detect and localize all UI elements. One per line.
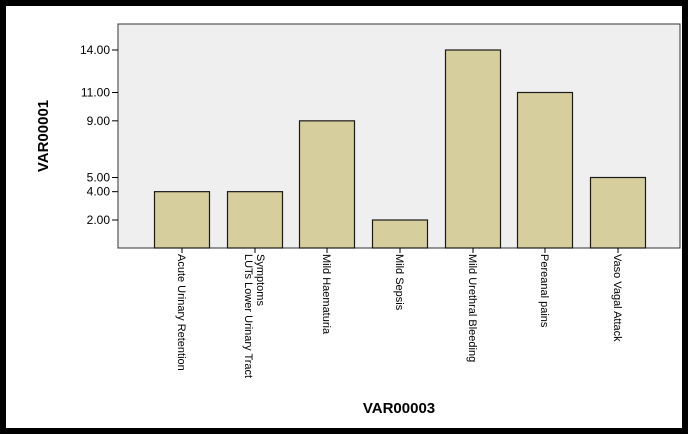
- y-tick-label: 4.00: [87, 185, 111, 199]
- bar-1: [226, 191, 284, 249]
- bar-5: [516, 91, 574, 249]
- y-axis: 2.00 4.005.00 9.00 11.00 14.00: [80, 43, 118, 227]
- bar-2: [298, 120, 356, 249]
- x-tick-label: Vaso Vagal Attack: [611, 254, 623, 342]
- x-tick-label: Mild Sepsis: [393, 254, 405, 311]
- bars-group: [153, 49, 647, 249]
- bar-6: [589, 176, 647, 249]
- bar-3: [371, 219, 429, 249]
- bar-0: [153, 191, 211, 249]
- x-tick-label: Mild Haematuria: [320, 254, 332, 335]
- x-tick-label: LUTs Lower Urinary Tract Symptoms: [242, 254, 266, 378]
- svg-text:Symptoms: Symptoms: [254, 254, 266, 306]
- y-tick-label: 11.00: [81, 85, 110, 99]
- svg-text:Mild Sepsis: Mild Sepsis: [393, 254, 405, 311]
- svg-text:Vaso Vagal Attack: Vaso Vagal Attack: [611, 254, 623, 342]
- y-tick-label: 9.00: [87, 114, 111, 128]
- y-tick-label: 14.00: [80, 43, 110, 57]
- x-tick-label: Acute Urinary Retention: [175, 254, 187, 371]
- x-axis-title: VAR00003: [363, 400, 435, 417]
- x-tick-label: Pereanal pains: [538, 254, 550, 328]
- bar-4: [444, 49, 502, 249]
- svg-text:Acute Urinary Retention: Acute Urinary Retention: [175, 254, 187, 371]
- y-tick-label: 2.00: [87, 213, 111, 227]
- y-axis-title: VAR00001: [35, 100, 52, 172]
- svg-text:Mild Haematuria: Mild Haematuria: [320, 254, 332, 335]
- svg-text:Mild Urethral Bleeding: Mild Urethral Bleeding: [466, 254, 478, 362]
- y-tick-label: 5.00: [87, 170, 111, 184]
- plot-area: [117, 23, 681, 249]
- x-axis: Acute Urinary Retention LUTs Lower Urinar…: [175, 248, 623, 378]
- svg-text:LUTs Lower Urinary Tract: LUTs Lower Urinary Tract: [242, 254, 254, 378]
- svg-text:Pereanal pains: Pereanal pains: [538, 254, 550, 328]
- x-tick-label: Mild Urethral Bleeding: [466, 254, 478, 362]
